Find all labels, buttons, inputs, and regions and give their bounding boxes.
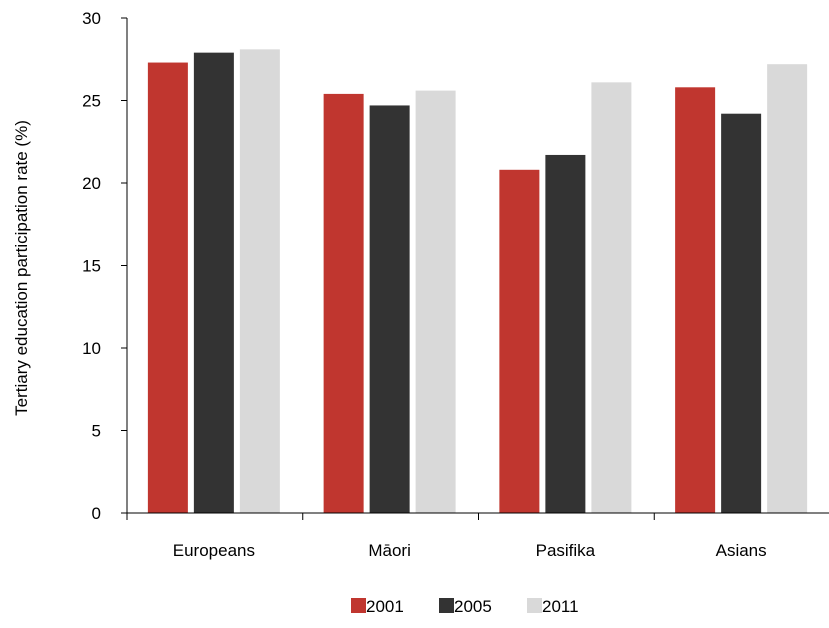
- y-tick-label: 30: [82, 9, 101, 28]
- legend-swatch-2011: [527, 598, 542, 613]
- y-tick-label: 15: [82, 257, 101, 276]
- bar-2011-asians: [767, 64, 808, 513]
- x-tick-label: Māori: [368, 541, 411, 560]
- x-tick-label: Pasifika: [536, 541, 596, 560]
- x-tick-label: Europeans: [173, 541, 255, 560]
- x-tick-label: Asians: [716, 541, 767, 560]
- bar-2005-māori: [369, 105, 410, 513]
- bar-2011-māori: [415, 90, 456, 513]
- y-tick-label: 10: [82, 339, 101, 358]
- legend-label-2005: 2005: [454, 597, 492, 616]
- bar-2001-pasifika: [499, 169, 540, 514]
- legend-swatch-2005: [439, 598, 454, 613]
- legend-label-2011: 2011: [542, 597, 579, 616]
- y-tick-label: 20: [82, 174, 101, 193]
- bar-2005-asians: [721, 113, 762, 513]
- bar-2005-europeans: [193, 52, 234, 514]
- legend-label-2001: 2001: [366, 597, 404, 616]
- bar-2011-europeans: [239, 49, 280, 513]
- bar-2001-europeans: [147, 62, 188, 514]
- bar-2001-asians: [675, 87, 716, 514]
- y-tick-label: 25: [82, 92, 101, 111]
- y-axis-title: Tertiary education participation rate (%…: [12, 120, 31, 416]
- bar-2005-pasifika: [545, 154, 586, 513]
- bar-2011-pasifika: [591, 82, 632, 513]
- y-tick-label: 5: [92, 422, 101, 441]
- bar-2001-māori: [323, 93, 364, 514]
- legend-swatch-2001: [351, 598, 366, 613]
- y-tick-label: 0: [92, 504, 101, 523]
